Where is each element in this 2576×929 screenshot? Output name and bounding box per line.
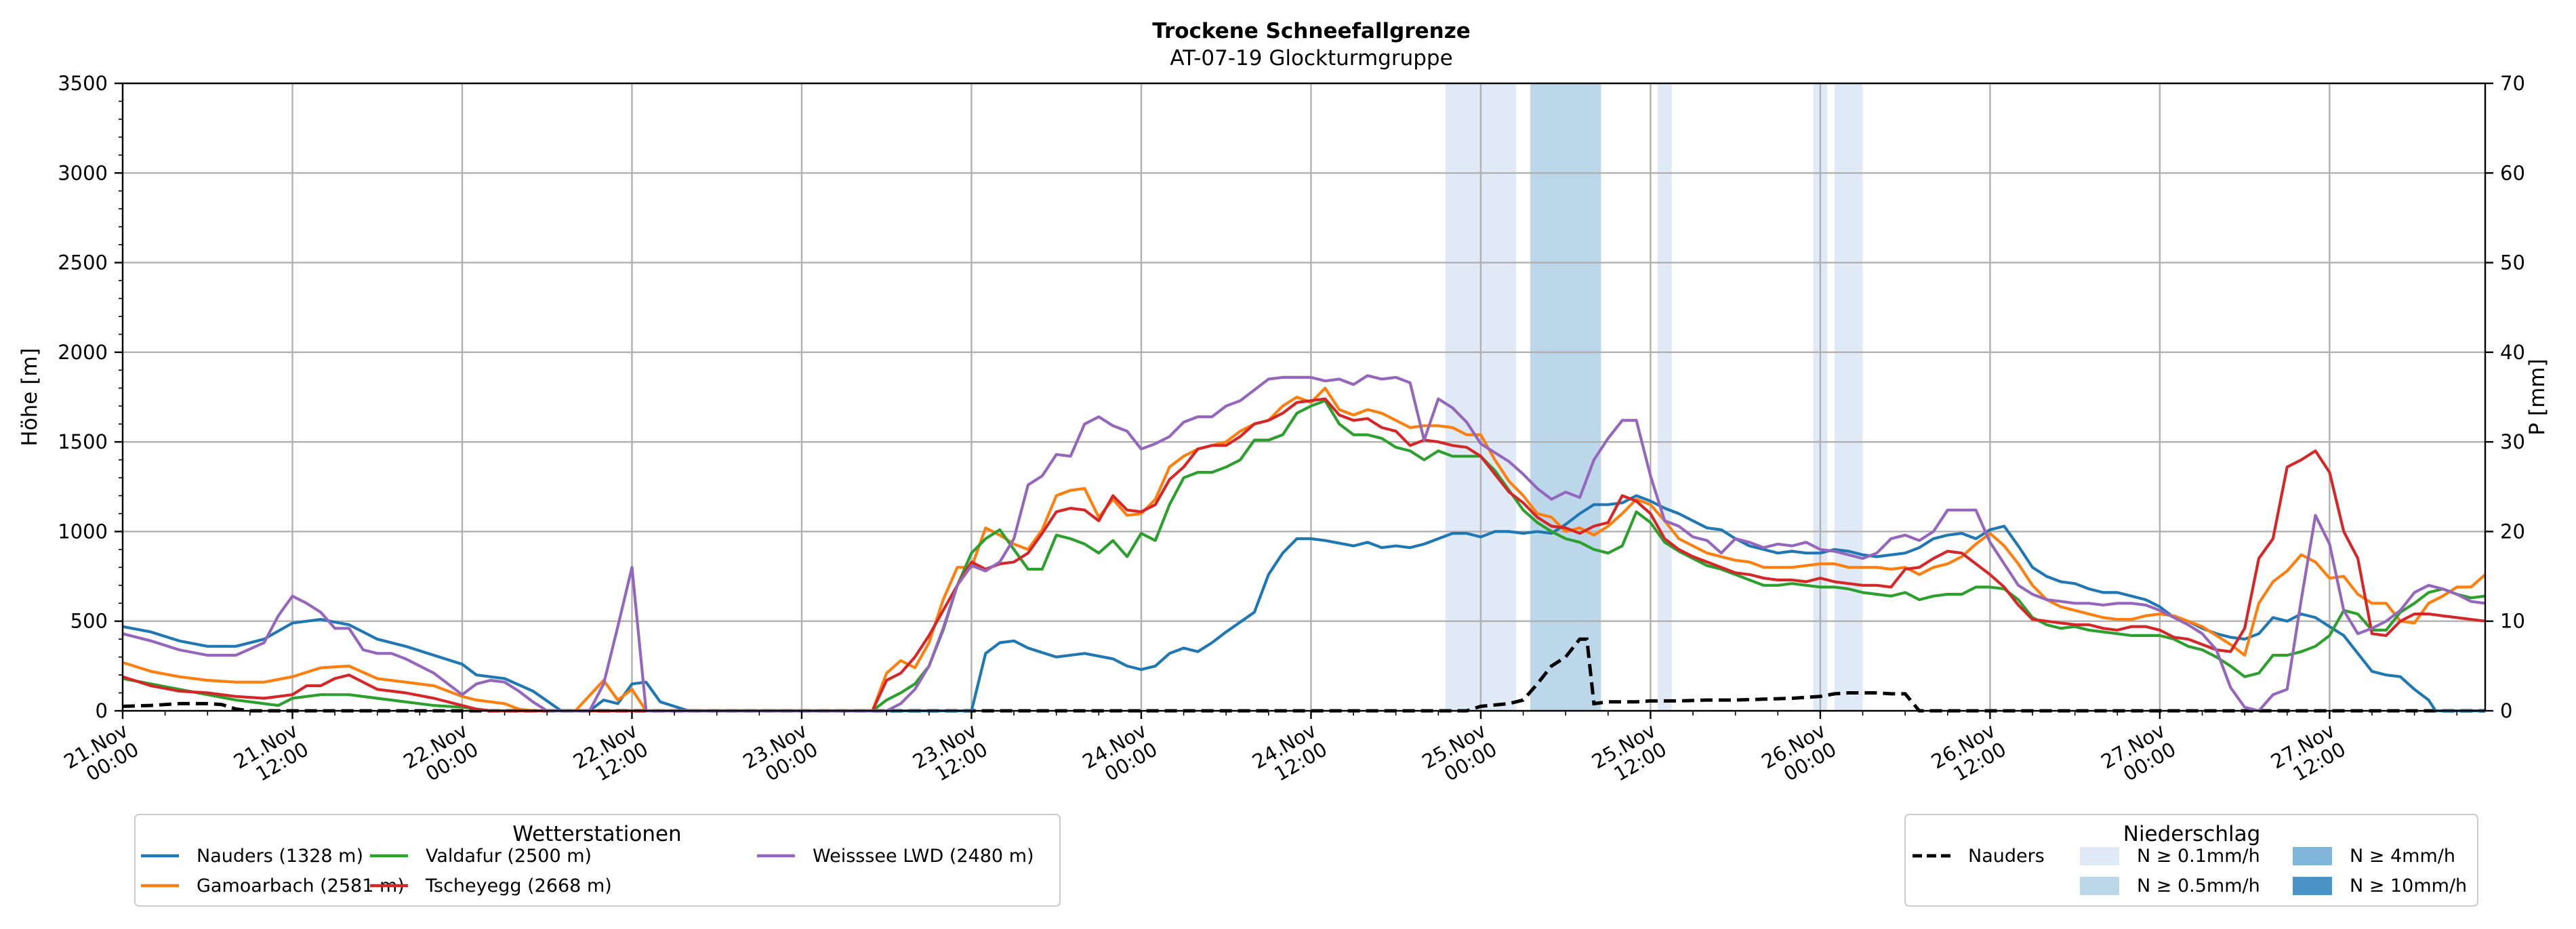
precip-line	[122, 637, 2485, 713]
legend-precip-title: Niederschlag	[2123, 822, 2261, 846]
legend-class-swatch	[2080, 877, 2119, 895]
legend-class-label: N ≥ 4mm/h	[2350, 846, 2455, 867]
y2-tick-label: 30	[2500, 430, 2525, 453]
chart-title: Trockene Schneefallgrenze	[1152, 19, 1471, 43]
y2-axis-label: P [mm]	[2525, 358, 2550, 435]
y-axis-label: Höhe [m]	[18, 348, 42, 446]
series-line	[122, 397, 2486, 713]
y-tick-label: 3000	[58, 161, 108, 184]
chart-subtitle: AT-07-19 Glockturmgruppe	[1170, 46, 1452, 70]
y-tick-label: 0	[96, 699, 108, 722]
precip-band	[1834, 83, 1863, 711]
legend-precip-frame	[1904, 814, 2478, 907]
x-tick-label: 23.Nov00:00	[739, 719, 822, 793]
y2-tick-label: 40	[2500, 341, 2525, 364]
legend-stations: Wetterstationen Nauders (1328 m) Valdafur …	[134, 814, 1061, 907]
legend-class-label: N ≥ 10mm/h	[2350, 875, 2467, 896]
y-tick-label: 1000	[58, 520, 108, 543]
y-tick-label: 1500	[58, 430, 108, 453]
legend-class-label: N ≥ 0.1mm/h	[2137, 846, 2260, 867]
legend-label: Tscheyegg (2668 m)	[425, 875, 612, 896]
legend-class-label: N ≥ 0.5mm/h	[2137, 875, 2260, 896]
y-tick-label: 2000	[58, 341, 108, 364]
legend-class-swatch	[2293, 847, 2332, 865]
legend-precip: Niederschlag Nauders N ≥ 0.1mm/h N ≥ 0.5mm/…	[1904, 814, 2478, 907]
precip-band	[1657, 83, 1672, 711]
legend-class-swatch	[2293, 877, 2332, 895]
y-tick-label: 3500	[58, 72, 108, 95]
legend-class-swatch	[2080, 847, 2119, 865]
plot-frame	[121, 82, 2487, 712]
y2-tick-label: 50	[2500, 251, 2525, 274]
precip-band	[1530, 83, 1601, 711]
y2-tick-label: 0	[2500, 699, 2512, 722]
legend-stations-title: Wetterstationen	[512, 822, 681, 846]
y2-tick-label: 70	[2500, 72, 2525, 95]
precip-line-group	[122, 637, 2485, 713]
y2-tick-label: 20	[2500, 520, 2525, 543]
legend-label: Gamoarbach (2581 m)	[197, 875, 405, 896]
legend-label: Valdafur (2500 m)	[426, 846, 592, 867]
y-tick-label: 2500	[58, 251, 108, 274]
legend-label: Weisssee LWD (2480 m)	[813, 846, 1034, 867]
legend-stations-frame	[134, 814, 1061, 907]
y-tick-label: 500	[70, 610, 108, 633]
y2-tick-label: 10	[2500, 610, 2525, 633]
y2-tick-label: 60	[2500, 161, 2525, 184]
legend-label: Nauders (1328 m)	[197, 846, 363, 867]
legend-precip-label: Nauders	[1968, 846, 2045, 867]
